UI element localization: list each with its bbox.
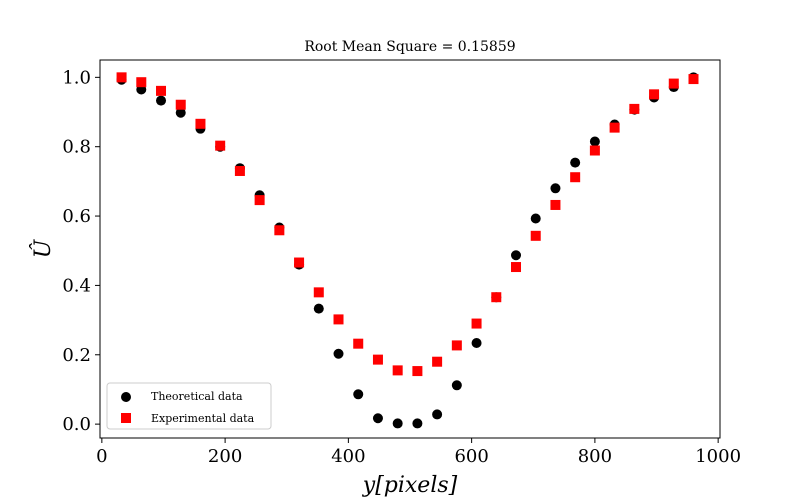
experimental-point <box>609 122 620 133</box>
experimental-point <box>313 287 324 298</box>
y-tick-label: 0.8 <box>62 137 91 158</box>
legend-marker-experimental <box>121 413 131 423</box>
x-tick-label: 0 <box>96 446 107 467</box>
experimental-point <box>451 340 462 351</box>
experimental-point <box>432 356 443 367</box>
x-tick-label: 800 <box>578 446 612 467</box>
experimental-point <box>234 165 245 176</box>
y-tick-label: 0.2 <box>62 345 91 366</box>
x-tick-label: 400 <box>331 446 365 467</box>
experimental-point <box>392 365 403 376</box>
experimental-point <box>274 225 285 236</box>
experimental-point <box>589 145 600 156</box>
theoretical-point <box>471 337 482 348</box>
theoretical-point <box>432 409 443 420</box>
theoretical-point <box>412 418 423 429</box>
experimental-point <box>175 99 186 110</box>
y-tick-label: 0.0 <box>62 414 91 435</box>
experimental-point <box>511 262 522 273</box>
theoretical-point <box>333 348 344 359</box>
data-points <box>116 72 699 429</box>
legend: Theoretical data Experimental data <box>106 382 272 430</box>
x-tick-label: 600 <box>454 446 488 467</box>
theoretical-point <box>156 95 167 106</box>
experimental-point <box>195 118 206 129</box>
y-axis-ticks: 0.0 0.2 0.4 0.6 0.8 1.0 <box>62 67 100 435</box>
experimental-point <box>353 338 364 349</box>
y-axis-label: Û <box>29 238 56 258</box>
experimental-point <box>116 72 127 83</box>
x-axis-label: y[pixels] <box>362 473 458 498</box>
experimental-point <box>570 172 581 183</box>
experimental-point <box>254 195 265 206</box>
theoretical-point <box>175 107 186 118</box>
y-tick-label: 0.4 <box>62 275 91 296</box>
theoretical-point <box>570 157 581 168</box>
experimental-point <box>136 77 147 88</box>
experimental-point <box>471 318 482 329</box>
experimental-point <box>412 366 423 377</box>
experimental-point <box>215 140 226 151</box>
theoretical-point <box>392 418 403 429</box>
theoretical-point <box>589 136 600 147</box>
legend-label-theoretical: Theoretical data <box>151 390 243 403</box>
x-axis-ticks: 0 200 400 600 800 1000 <box>96 438 741 467</box>
experimental-point <box>333 314 344 325</box>
x-tick-label: 1000 <box>695 446 741 467</box>
y-tick-label: 1.0 <box>62 67 91 88</box>
theoretical-point <box>550 183 561 194</box>
legend-label-experimental: Experimental data <box>151 412 255 425</box>
experimental-point <box>294 257 305 268</box>
experimental-point <box>550 199 561 210</box>
theoretical-point <box>313 303 324 314</box>
theoretical-point <box>511 250 522 261</box>
experimental-point <box>530 230 541 241</box>
experimental-point <box>629 103 640 114</box>
legend-marker-theoretical <box>121 392 131 402</box>
y-tick-label: 0.6 <box>62 206 91 227</box>
experimental-point <box>491 292 502 303</box>
legend-box <box>106 382 272 430</box>
experimental-point <box>649 89 660 100</box>
plot-area-frame <box>99 59 721 439</box>
chart-title: Root Mean Square = 0.15859 <box>304 39 515 55</box>
theoretical-point <box>451 380 462 391</box>
experimental-point <box>372 354 383 365</box>
experimental-point <box>156 85 167 96</box>
theoretical-point <box>372 413 383 424</box>
x-tick-label: 200 <box>208 446 242 467</box>
theoretical-point <box>353 389 364 400</box>
theoretical-point <box>530 213 541 224</box>
experimental-point <box>668 78 679 89</box>
experimental-point <box>688 74 699 85</box>
